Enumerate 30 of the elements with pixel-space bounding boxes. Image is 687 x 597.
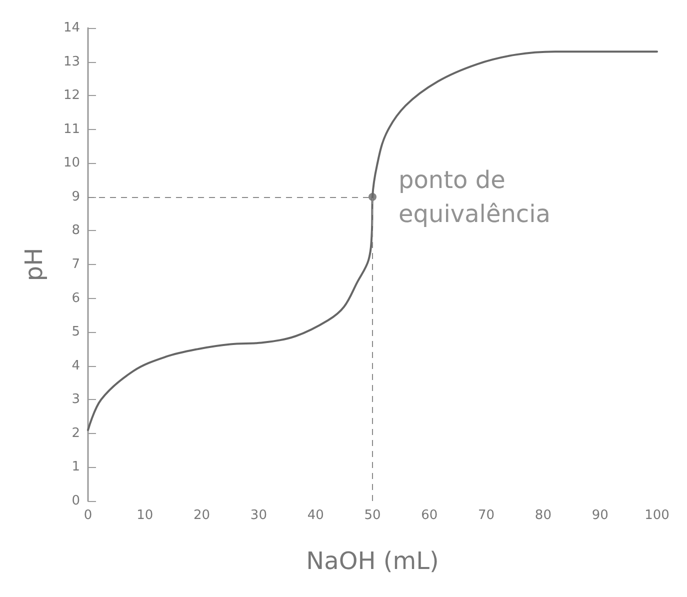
y-tick-label: 7 bbox=[72, 257, 80, 272]
line-series bbox=[87, 50, 658, 432]
x-tick-label: 40 bbox=[307, 508, 324, 523]
x-tick-label: 100 bbox=[644, 508, 670, 523]
x-tick-label: 20 bbox=[194, 508, 210, 523]
x-axis-title: NaOH (mL) bbox=[306, 547, 439, 575]
y-tick-label: 13 bbox=[63, 54, 80, 70]
x-tick-label: 80 bbox=[534, 508, 552, 523]
x-tick-label: 0 bbox=[84, 508, 92, 523]
y-tick-label: 3 bbox=[72, 392, 80, 408]
y-tick-label: 9 bbox=[72, 189, 80, 204]
annotation: ponto de equivalência bbox=[398, 166, 551, 228]
x-tick-label: 60 bbox=[421, 508, 438, 523]
y-tick-label: 5 bbox=[72, 324, 80, 340]
y-tick-label: 4 bbox=[72, 358, 80, 374]
x-tick-label: 50 bbox=[364, 508, 381, 523]
y-axis-title: pH bbox=[20, 248, 48, 282]
y-tick-label: 10 bbox=[63, 156, 80, 171]
y-tick-label: 1 bbox=[72, 460, 80, 475]
y-tick-label: 11 bbox=[63, 122, 80, 137]
y-tick-label: 14 bbox=[63, 20, 80, 36]
y-tick-label: 8 bbox=[72, 223, 80, 238]
x-tick-label: 90 bbox=[592, 508, 608, 523]
y-tick-label: 2 bbox=[72, 426, 80, 441]
x-tick-label: 30 bbox=[250, 508, 267, 523]
y-tick-label: 6 bbox=[72, 290, 80, 306]
y-tick-label: 0 bbox=[72, 494, 80, 508]
y-tick-label: 12 bbox=[63, 88, 80, 104]
x-tick-label: 10 bbox=[136, 508, 154, 523]
x-tick-label: 70 bbox=[478, 508, 495, 523]
